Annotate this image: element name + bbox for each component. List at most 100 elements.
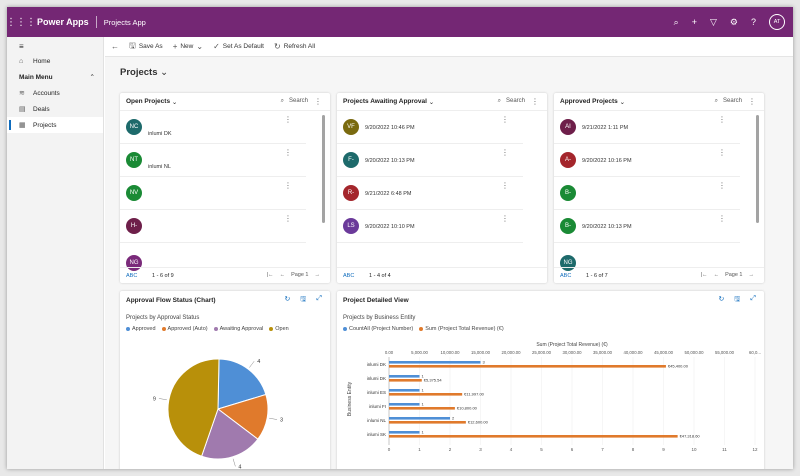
list-item[interactable]: NG [554,243,740,271]
legend-swatch [213,327,218,331]
list-item[interactable]: VF 9/20/2022 10:46 PM ⋮ [337,111,523,144]
settings-icon[interactable]: ⚙ [729,16,738,27]
bar-revenue[interactable] [389,407,455,410]
pie-slice[interactable] [200,408,259,460]
list-item[interactable]: AI 9/21/2022 1:11 PM ⋮ [554,111,740,144]
list-item[interactable]: H- ⋮ [120,210,306,243]
add-icon[interactable]: + [691,17,697,27]
expand-icon[interactable]: ⤢ [316,295,322,302]
slice-leader-line [232,458,236,467]
app-launcher-icon[interactable]: ⋮⋮⋮ [7,16,36,28]
more-options-icon[interactable]: ⋮ [531,97,539,106]
card-title[interactable]: Projects Awaiting Approval [343,98,427,105]
bar-revenue[interactable] [389,365,666,368]
abc-filter[interactable]: ABC [560,272,572,279]
filter-icon[interactable]: ▽ [709,16,717,27]
new-button[interactable]: + New ⌄ [173,42,203,51]
sidebar-item-projects[interactable]: ▦ Projects [7,117,103,133]
more-options-icon[interactable]: ⋮ [718,115,726,124]
next-page-icon[interactable]: → [314,272,321,278]
bar-chart[interactable]: Sum (Project Total Revenue) (€) 0.00 5,000… [337,339,764,469]
legend-item[interactable]: Approved [126,326,156,332]
bar-count[interactable] [389,375,420,378]
more-options-icon[interactable]: ⋮ [501,148,509,157]
abc-filter[interactable]: ABC [343,272,355,279]
list-item[interactable]: A- 9/20/2022 10:16 PM ⋮ [554,144,740,177]
prev-page-icon[interactable]: ← [279,272,286,278]
list-item[interactable]: NT inlumi NL ⋮ [120,144,306,177]
save-icon[interactable]: 🖫 [300,296,307,303]
list-item[interactable]: NV ⋮ [120,177,306,210]
refresh-icon[interactable]: ↻ [718,296,725,303]
first-page-icon[interactable]: |← [700,272,708,278]
more-options-icon[interactable]: ⋮ [501,181,509,190]
legend-item[interactable]: Sum (Project Total Revenue) (€) [419,326,504,332]
avatar[interactable]: AT [769,14,785,30]
page-title[interactable]: Projects ⌄ [120,67,168,78]
legend-item[interactable]: Approved (Auto) [161,326,208,332]
more-options-icon[interactable]: ⋮ [748,97,756,106]
bar-revenue[interactable] [389,379,422,382]
abc-filter[interactable]: ABC [126,272,138,279]
search-box[interactable]: ⌕ Search [498,98,525,105]
save-as-button[interactable]: 🖫 Save As [129,40,163,54]
app-sub-name[interactable]: Projects App [103,17,146,27]
list-item[interactable]: B- 9/20/2022 10:13 PM ⋮ [554,210,740,243]
back-button[interactable]: ← [111,42,119,51]
more-options-icon[interactable]: ⋮ [284,214,292,223]
pie-chart[interactable]: 4 3 4 9 [120,339,330,469]
chart-tools: ↻ 🖫 ⤢ [285,295,322,306]
list-item[interactable]: LS 9/20/2022 10:10 PM ⋮ [337,210,523,243]
sidebar-item-home[interactable]: ⌂ Home [7,53,103,69]
refresh-all-button[interactable]: ↻ Refresh All [274,42,315,51]
refresh-icon[interactable]: ↻ [284,296,291,303]
more-options-icon[interactable]: ⋮ [718,214,726,223]
pie-slice[interactable] [217,358,267,410]
hamburger-menu-icon[interactable]: ≡ [19,41,24,51]
expand-icon[interactable]: ⤢ [750,295,756,302]
list-item[interactable]: R- 9/21/2022 6:48 PM ⋮ [337,177,523,210]
bar-count[interactable] [389,417,450,420]
bar-count[interactable] [389,403,420,406]
more-options-icon[interactable]: ⋮ [314,97,322,106]
search-icon[interactable]: ⌕ [673,16,679,27]
list-item[interactable]: B- ⋮ [554,177,740,210]
bar-count[interactable] [389,431,420,434]
bar-revenue[interactable] [389,393,463,396]
more-options-icon[interactable]: ⋮ [718,181,726,190]
search-box[interactable]: ⌕ Search [281,98,308,105]
legend-item[interactable]: Open [269,326,289,332]
list-item[interactable]: NC inlumi DK ⋮ [120,111,306,144]
search-box[interactable]: ⌕ Search [715,98,742,105]
app-name[interactable]: Power Apps [37,17,89,27]
pie-slice[interactable] [167,358,220,457]
legend-item[interactable]: Awaiting Approval [213,326,263,332]
sidebar-item-accounts[interactable]: ≋ Accounts [7,85,103,101]
legend-item[interactable]: CountAll (Project Number) [343,326,413,332]
bar-revenue[interactable] [389,435,678,438]
bar-count[interactable] [389,361,481,364]
sidebar-group-main-menu[interactable]: Main Menu ⌃ [7,69,103,85]
sidebar-item-deals[interactable]: ▤ Deals [7,101,103,117]
next-page-icon[interactable]: → [748,272,755,278]
more-options-icon[interactable]: ⋮ [501,214,509,223]
prev-page-icon[interactable]: ← [713,272,720,278]
more-options-icon[interactable]: ⋮ [501,115,509,124]
more-options-icon[interactable]: ⋮ [718,148,726,157]
list-item[interactable]: F- 9/20/2022 10:13 PM ⋮ [337,144,523,177]
save-icon[interactable]: 🖫 [734,296,741,303]
pagination: |← ← Page 1 → [701,272,754,278]
bar-count[interactable] [389,389,420,392]
set-default-button[interactable]: ✓ Set As Default [213,42,264,51]
scrollbar[interactable] [756,115,759,223]
scrollbar[interactable] [322,115,325,223]
list-item[interactable]: NG [120,243,306,271]
help-icon[interactable]: ? [750,17,756,27]
more-options-icon[interactable]: ⋮ [284,148,292,157]
bar-revenue[interactable] [389,421,466,424]
first-page-icon[interactable]: |← [266,272,274,278]
card-title[interactable]: Open Projects [126,98,171,105]
more-options-icon[interactable]: ⋮ [284,181,292,190]
card-title[interactable]: Approved Projects [560,98,618,105]
more-options-icon[interactable]: ⋮ [284,115,292,124]
